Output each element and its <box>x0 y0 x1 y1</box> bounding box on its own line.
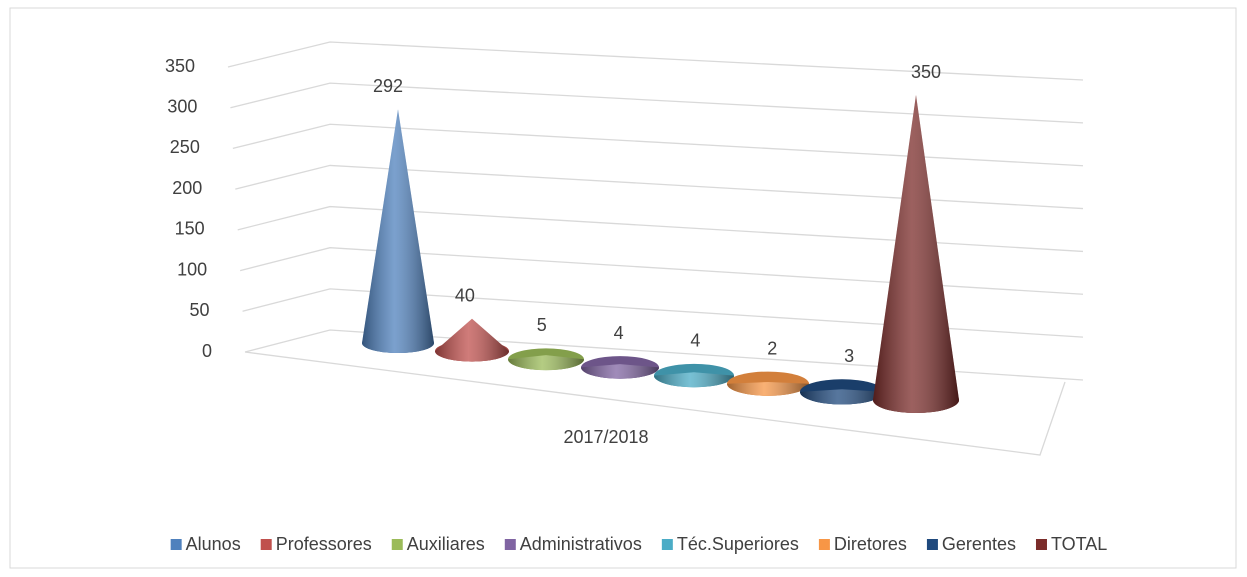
grid-line <box>237 205 1084 253</box>
cone-shade <box>800 389 884 405</box>
cone <box>654 363 734 388</box>
data-label: 5 <box>537 315 547 335</box>
data-label: 4 <box>614 323 624 343</box>
grid-line <box>232 123 1084 167</box>
cone-shade <box>508 355 584 371</box>
cone <box>362 109 434 354</box>
cone-shade <box>435 318 509 362</box>
legend-swatch <box>818 539 830 550</box>
data-label: 292 <box>373 76 403 96</box>
cone-shade <box>654 372 734 388</box>
legend-label: Professores <box>276 534 372 554</box>
grid-line <box>244 329 1084 381</box>
legend-label: Alunos <box>186 534 241 554</box>
cone <box>800 379 884 405</box>
y-tick-label: 50 <box>190 300 210 320</box>
y-tick-label: 300 <box>167 96 197 116</box>
data-label: 2 <box>767 338 777 358</box>
category-label: 2017/2018 <box>563 427 648 447</box>
chart-frame <box>9 7 1237 569</box>
cone <box>435 318 509 362</box>
cone <box>727 371 809 396</box>
legend-label: Auxiliares <box>407 534 485 554</box>
legend-swatch <box>391 539 403 550</box>
y-tick-label: 0 <box>202 341 212 361</box>
grid-line <box>239 247 1084 295</box>
cone-shade <box>362 109 434 354</box>
cone <box>508 348 584 371</box>
legend-swatch <box>504 539 516 550</box>
y-tick-label: 350 <box>165 56 195 76</box>
grid-line <box>235 164 1084 210</box>
cone <box>581 356 659 379</box>
legend-label: Diretores <box>834 534 907 554</box>
floor-edge <box>244 351 1066 456</box>
grid-line <box>242 288 1084 338</box>
legend-label: Téc.Superiores <box>677 534 799 554</box>
y-tick-label: 250 <box>170 137 200 157</box>
legend-swatch <box>1035 539 1047 550</box>
y-tick-label: 100 <box>177 259 207 279</box>
cone-shade <box>581 364 659 379</box>
data-label: 4 <box>690 331 700 351</box>
data-label: 40 <box>455 285 475 305</box>
legend-swatch <box>260 539 272 550</box>
y-tick-label: 150 <box>175 219 205 239</box>
legend-swatch <box>170 539 182 550</box>
data-label: 3 <box>844 346 854 366</box>
data-label: 350 <box>911 62 941 82</box>
y-tick-label: 200 <box>172 178 202 198</box>
legend-swatch <box>926 539 938 550</box>
cone <box>873 95 959 413</box>
cone-shade <box>727 382 809 396</box>
legend-label: TOTAL <box>1051 534 1107 554</box>
grid-line <box>227 41 1084 81</box>
legend-swatch <box>661 539 673 550</box>
grid-line <box>230 82 1084 124</box>
legend-label: Administrativos <box>520 534 642 554</box>
cone-shade <box>873 95 959 413</box>
legend-label: Gerentes <box>942 534 1016 554</box>
